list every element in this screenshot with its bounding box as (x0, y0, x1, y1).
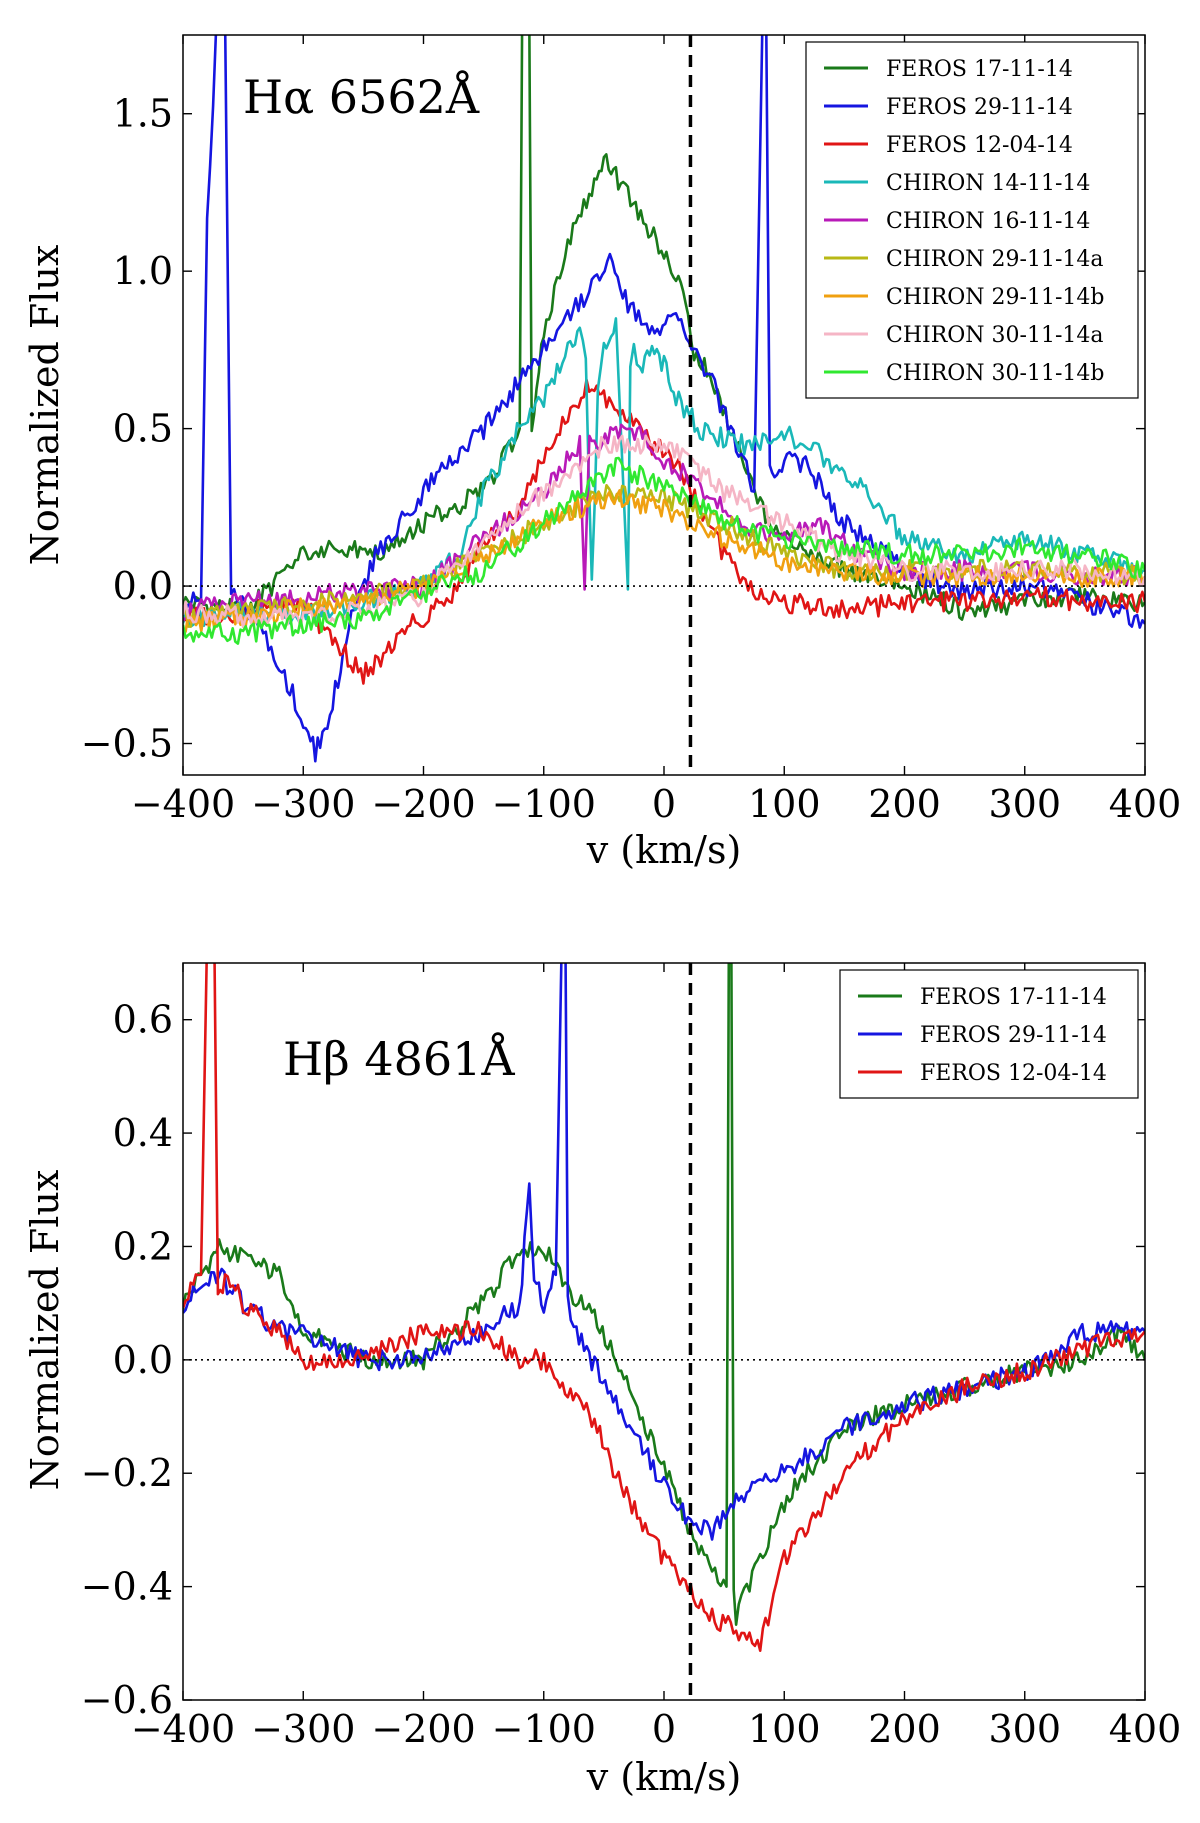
panel-h-beta: −400 −300 −200 −100 0 100 200 300 400 −0.6 −0.4 −0.… (23, 962, 1182, 1799)
panel-h-alpha-legend-label-feros-29-11-14: FEROS 29-11-14 (886, 95, 1073, 120)
panel-h-alpha-legend-label-feros-12-04-14: FEROS 12-04-14 (886, 133, 1073, 158)
panel-h-beta-y-tick-label: 0.6 (113, 998, 173, 1042)
panel-h-alpha-x-tick-label: 100 (748, 782, 821, 826)
panel-h-beta-x-tick-label: 0 (652, 1707, 676, 1751)
panel-h-beta-y-tick-label: −0.6 (81, 1678, 173, 1722)
panel-h-beta-x-axis-label: v (km/s) (586, 1755, 742, 1799)
panel-h-beta-x-tick-label: 300 (988, 1707, 1061, 1751)
panel-h-alpha-x-tick-label: −200 (371, 782, 475, 826)
panel-h-beta-legend: FEROS 17-11-14 FEROS 29-11-14 FEROS 12-04-… (839, 969, 1139, 1099)
panel-h-alpha-y-tick-label: −0.5 (81, 722, 173, 766)
panel-h-alpha-legend-label-chiron-29-11-14a: CHIRON 29-11-14a (886, 247, 1104, 272)
panel-h-alpha-y-axis-label: Normalized Flux (23, 245, 67, 566)
panel-h-beta-y-axis-label: Normalized Flux (23, 1170, 67, 1491)
panel-h-alpha-legend-label-chiron-16-11-14: CHIRON 16-11-14 (886, 209, 1090, 234)
panel-h-alpha-legend-label-feros-17-11-14: FEROS 17-11-14 (886, 57, 1073, 82)
panel-h-alpha-reference-lines (183, 35, 1145, 775)
panel-h-alpha-series-group (183, 35, 1145, 763)
panel-h-beta-series-feros-17-11-14 (183, 963, 1145, 1626)
panel-h-alpha-x-axis-label: v (km/s) (586, 828, 742, 872)
panel-h-alpha-legend-label-chiron-29-11-14b: CHIRON 29-11-14b (886, 285, 1105, 310)
panel-h-alpha: −400 −300 −200 −100 0 100 200 300 400 −0.5 0.0 0.5 1… (23, 34, 1182, 872)
panel-h-beta-ticks: −400 −300 −200 −100 0 100 200 300 400 −0.6 −0.4 −0.… (81, 963, 1182, 1751)
panel-h-beta-x-tick-label: −100 (492, 1707, 596, 1751)
panel-h-alpha-series-chiron-29-11-14b (183, 489, 1145, 633)
panel-h-alpha-y-tick-label: 0.5 (113, 407, 173, 451)
panel-h-alpha-legend-label-chiron-14-11-14: CHIRON 14-11-14 (886, 171, 1090, 196)
panel-h-beta-x-tick-label: 100 (748, 1707, 821, 1751)
panel-h-beta-y-tick-label: 0.4 (113, 1111, 173, 1155)
panel-h-beta-x-tick-label: 200 (868, 1707, 941, 1751)
panel-h-beta-x-tick-label: −300 (251, 1707, 355, 1751)
panel-h-alpha-x-tick-label: −100 (492, 782, 596, 826)
panel-h-beta-y-tick-label: 0.0 (113, 1338, 173, 1382)
panel-h-beta-annotation: Hβ 4861Å (283, 1031, 515, 1086)
panel-h-beta-series-group (183, 963, 1145, 1652)
panel-h-alpha-series-feros-12-04-14 (183, 378, 1145, 685)
panel-h-alpha-legend-label-chiron-30-11-14a: CHIRON 30-11-14a (886, 323, 1104, 348)
panel-h-alpha-x-tick-label: −400 (131, 782, 235, 826)
panel-h-beta-legend-label-feros-29-11-14: FEROS 29-11-14 (920, 1023, 1107, 1048)
panel-h-alpha-ticks: −400 −300 −200 −100 0 100 200 300 400 −0.5 0.0 0.5 1… (81, 35, 1182, 826)
panel-h-beta-y-tick-label: −0.4 (81, 1565, 173, 1609)
panel-h-beta-x-tick-label: 400 (1109, 1707, 1182, 1751)
panel-h-beta-reference-lines (183, 963, 1145, 1700)
panel-h-alpha-y-tick-label: 1.0 (113, 249, 173, 293)
panel-h-alpha-y-tick-label: 1.5 (113, 92, 173, 136)
panel-h-alpha-legend-label-chiron-30-11-14b: CHIRON 30-11-14b (886, 361, 1105, 386)
panel-h-beta-x-tick-label: −200 (371, 1707, 475, 1751)
panel-h-beta-y-tick-label: 0.2 (113, 1224, 173, 1268)
panel-h-alpha-x-tick-label: 200 (868, 782, 941, 826)
panel-h-alpha-x-tick-label: −300 (251, 782, 355, 826)
panel-h-alpha-y-tick-label: 0.0 (113, 564, 173, 608)
panel-h-alpha-series-feros-29-11-14 (183, 35, 1145, 763)
panel-h-alpha-series-feros-17-11-14 (183, 35, 1145, 622)
panel-h-alpha-legend: FEROS 17-11-14 FEROS 29-11-14 FEROS 12-04-… (805, 41, 1139, 399)
panel-h-alpha-annotation: Hα 6562Å (243, 69, 480, 124)
panel-h-beta-legend-label-feros-12-04-14: FEROS 12-04-14 (920, 1061, 1107, 1086)
panel-h-beta-y-tick-label: −0.2 (81, 1451, 173, 1495)
panel-h-beta-series-feros-12-04-14 (183, 963, 1145, 1652)
panel-h-beta-legend-label-feros-17-11-14: FEROS 17-11-14 (920, 985, 1107, 1010)
panel-h-alpha-x-tick-label: 0 (652, 782, 676, 826)
panel-h-alpha-x-tick-label: 400 (1109, 782, 1182, 826)
panel-h-beta-x-tick-label: −400 (131, 1707, 235, 1751)
panel-h-alpha-x-tick-label: 300 (988, 782, 1061, 826)
panel-h-alpha-series-chiron-30-11-14b (183, 456, 1145, 645)
